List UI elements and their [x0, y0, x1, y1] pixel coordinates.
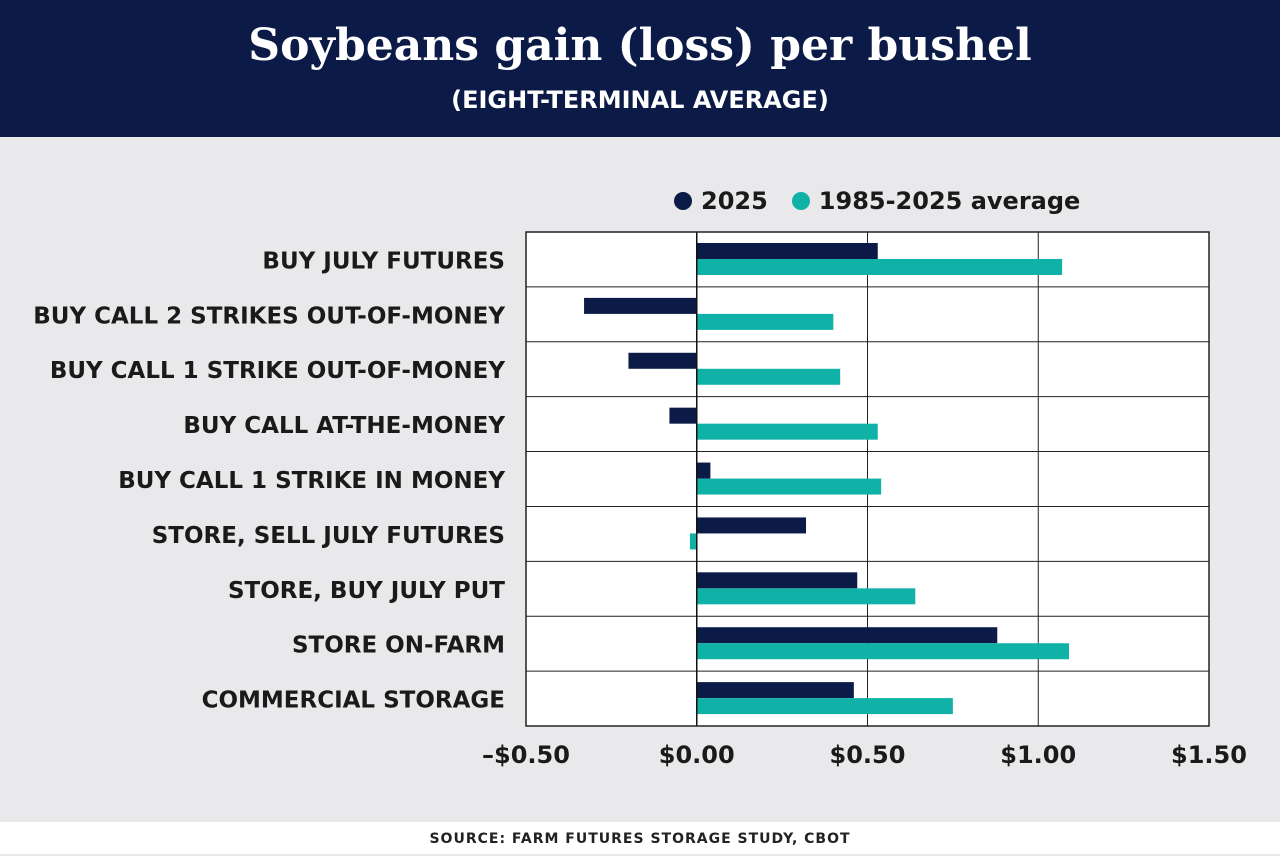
chart-header: Soybeans gain (loss) per bushel (EIGHT-T… [0, 0, 1280, 137]
x-tick-label: $0.50 [830, 741, 906, 769]
chart-title: Soybeans gain (loss) per bushel [248, 20, 1032, 71]
x-tick-label: $1.50 [1171, 741, 1247, 769]
bar-average [696, 423, 878, 440]
legend-swatch-average [791, 192, 810, 210]
bar-average [696, 643, 1069, 660]
bar-average [696, 313, 834, 330]
category-label: STORE, SELL JULY FUTURES [152, 523, 505, 549]
bar-2025 [696, 627, 998, 644]
legend-item-average: 1985-2025 average [791, 187, 1081, 215]
x-tick-label: $0.00 [659, 741, 735, 769]
bar-average [689, 533, 697, 550]
x-tick-label: –$0.50 [482, 741, 570, 769]
category-label: BUY CALL 1 STRIKE OUT-OF-MONEY [50, 358, 506, 384]
bar-2025 [584, 297, 697, 314]
legend-swatch-2025 [674, 192, 692, 210]
bar-2025 [696, 243, 878, 259]
category-label: STORE, BUY JULY PUT [228, 578, 505, 604]
category-label: BUY CALL AT-THE-MONEY [183, 413, 505, 439]
bar-2025 [696, 462, 711, 479]
legend-item-2025: 2025 [674, 187, 768, 215]
source-note: SOURCE: FARM FUTURES STORAGE STUDY, CBOT [0, 822, 1280, 854]
bar-average [696, 259, 1063, 275]
plot-border [525, 231, 1210, 727]
chart-subtitle: (EIGHT-TERMINAL AVERAGE) [451, 86, 829, 114]
bar-2025 [696, 682, 854, 699]
legend-label-2025: 2025 [701, 187, 768, 215]
bar-average [696, 368, 841, 385]
category-label: BUY JULY FUTURES [262, 248, 505, 274]
category-label: STORE ON-FARM [292, 633, 505, 659]
bar-2025 [696, 572, 858, 589]
bar-2025 [628, 352, 697, 369]
bar-average [696, 698, 953, 715]
bar-average [696, 478, 882, 495]
category-label: BUY CALL 2 STRIKES OUT-OF-MONEY [33, 303, 505, 329]
bar-chart: BUY JULY FUTURES BUY CALL 2 STRIKES OUT-O… [33, 231, 1247, 769]
legend-label-average: 1985-2025 average [818, 187, 1081, 215]
legend: 2025 1985-2025 average [674, 184, 1104, 218]
bar-2025 [696, 517, 807, 534]
category-label: BUY CALL 1 STRIKE IN MONEY [118, 468, 505, 494]
category-label: COMMERCIAL STORAGE [202, 688, 505, 714]
bar-2025 [669, 407, 697, 424]
bar-average [696, 588, 916, 605]
x-tick-label: $1.00 [1000, 741, 1076, 769]
